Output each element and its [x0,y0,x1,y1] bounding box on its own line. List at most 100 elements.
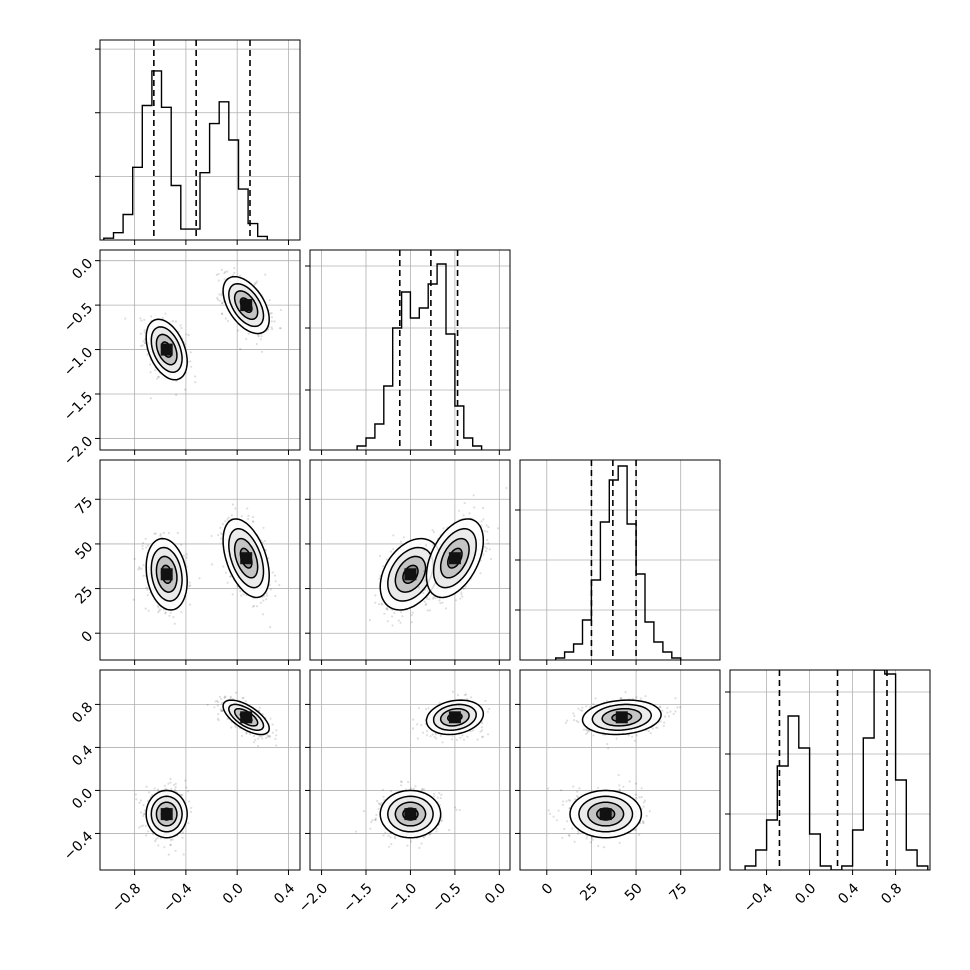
sample-point [186,790,190,793]
sample-point [399,780,403,783]
sample-point [375,813,378,817]
sample-point [426,609,429,612]
sample-point [426,594,430,597]
panel-frame [309,669,511,871]
sample-point [233,271,236,275]
panel-2-2 [515,459,721,665]
sample-point [429,735,432,738]
sample-point [255,605,259,608]
sample-point [268,735,271,738]
sample-point [141,545,144,548]
sample-point [242,593,245,596]
x-tick-label: 0.0 [220,880,247,907]
sample-point [433,735,436,738]
sample-point [144,342,147,345]
sample-point [164,611,167,614]
sample-point [146,588,149,591]
sample-point [480,726,483,729]
sample-point [221,709,224,713]
sample-point [137,568,140,571]
sample-point [457,509,461,512]
sample-point [433,792,436,795]
sample-point [258,709,261,712]
sample-point [597,844,600,848]
density-peak [160,343,173,356]
sample-point [145,586,148,589]
y-tick-label: 75 [72,494,96,518]
panel-3-1: −2.0 −1.5 −1.0 −0.5 0.0 [296,669,511,916]
sample-point [278,584,281,587]
sample-point [642,805,645,808]
sample-point [144,537,147,540]
sample-point [169,838,173,842]
sample-point [424,707,428,711]
sample-point [480,735,484,739]
sample-point [142,541,145,545]
sample-point [181,836,184,839]
y-tick-label: −1.5 [61,389,96,424]
sample-point [216,699,219,702]
sample-point [642,822,645,825]
sample-point [240,594,243,597]
sample-point [435,737,438,740]
sample-point [143,318,146,321]
sample-point [434,733,437,736]
sample-point [274,594,277,598]
sample-point [409,840,413,843]
sample-point [261,541,264,544]
sample-point [374,594,377,597]
sample-point [409,580,413,583]
sample-point [432,795,436,798]
sample-point [386,608,389,611]
sample-point [414,785,417,788]
sample-point [480,520,483,523]
sample-point [643,799,647,802]
sample-point [174,782,177,786]
sample-point [269,312,272,315]
sample-point [462,514,465,517]
sample-point [226,581,229,584]
sample-point [391,615,394,618]
sample-point [273,320,276,323]
sample-point [224,520,227,523]
sample-point [427,707,430,710]
scatter-points [368,486,508,627]
density-peak [448,552,461,565]
sample-point [416,723,419,726]
sample-point [240,734,244,738]
sample-point [239,590,242,593]
sample-point [454,599,458,602]
sample-point [468,512,471,515]
sample-point [194,381,197,384]
sample-point [422,592,425,595]
sample-point [258,706,261,709]
sample-point [164,612,167,615]
sample-point [354,830,357,833]
sample-point [262,526,265,529]
sample-point [451,690,454,693]
panel-frame [99,249,301,451]
sample-point [275,729,278,732]
sample-point [134,793,137,796]
sample-point [271,723,274,726]
sample-point [469,730,472,733]
sample-point [487,542,490,545]
sample-point [459,597,462,600]
sample-point [147,791,151,794]
sample-point [180,327,183,330]
sample-point [279,308,282,312]
sample-point [182,853,185,856]
sample-point [576,795,579,798]
sample-point [459,736,462,739]
sample-point [188,800,191,803]
y-tick-label: 50 [72,539,96,563]
sample-point [149,371,152,374]
sample-point [190,365,193,368]
sample-point [385,558,388,561]
sample-point [479,572,482,575]
sample-point [488,707,491,711]
sample-point [189,810,193,814]
sample-point [184,388,187,391]
sample-point [438,792,441,795]
sample-point [264,549,267,552]
